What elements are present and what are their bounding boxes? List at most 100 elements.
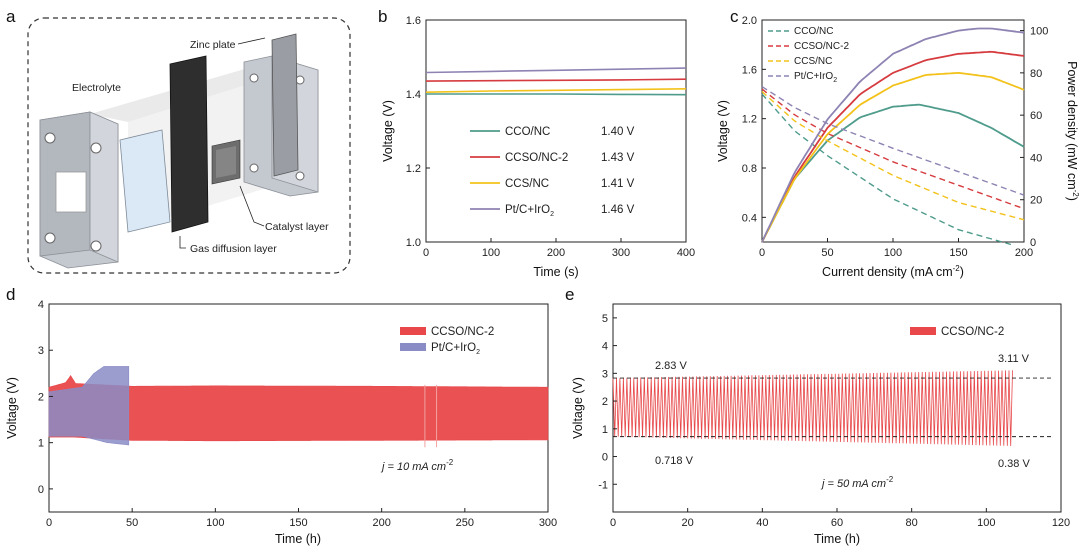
label-start-low: 0.718 V (655, 455, 694, 467)
panel-b-frame (425, 19, 687, 243)
y-tick-label: 1 (38, 438, 44, 450)
x-tick-label: 0 (610, 517, 616, 529)
x-tick-label: 0 (759, 247, 765, 259)
x-tick-label: 100 (206, 517, 224, 529)
line-ccs (425, 88, 687, 93)
x-tick-label: 300 (539, 517, 557, 529)
legend-value-ptc: 1.46 V (601, 204, 635, 216)
x-tick-label: 50 (821, 247, 833, 259)
panel-b-xlabel: Time (s) (533, 265, 578, 279)
panel-e-legend: CCSO/NC-2 (910, 326, 1004, 338)
panel-letter-d: d (6, 285, 15, 304)
x-tick-label: 0 (423, 247, 429, 259)
panel-b-axes: 0 100 200 300 400 1.0 1.2 1.4 1.6 (406, 15, 695, 259)
legend-label-ccso: CCSO/NC-2 (794, 41, 849, 52)
y-tick-label: 0.4 (742, 212, 757, 224)
power-curve-ccso (761, 50, 1025, 243)
line-cco (426, 93, 687, 96)
schematic-frame (27, 17, 351, 274)
x-tick-label: 60 (831, 517, 843, 529)
legend-label-ccso: CCSO/NC-2 (431, 326, 494, 338)
y-tick-label: 2.0 (742, 15, 757, 27)
y-tick-label: 5 (602, 313, 608, 325)
voltage-curve-ptc (761, 86, 1025, 196)
legend-label-ccs: CCS/NC (505, 178, 549, 190)
legend-label-ptc: Pt/C+IrO2 (505, 204, 554, 218)
panel-e: e 0 20 40 60 80 100 120 -1 0 1 2 3 4 5 Time (h) Volta… (565, 285, 1070, 546)
line-ccso (425, 78, 687, 82)
panel-d-axes: 0 50 100 150 200 250 300 0 1 2 3 4 (38, 299, 557, 529)
x-tick-label: 250 (456, 517, 474, 529)
label-electrolyte: Electrolyte (72, 82, 121, 94)
catalyst-texture (216, 146, 236, 178)
legend-value-ccso: 1.43 V (601, 152, 635, 164)
y-tick-label: 1.2 (406, 163, 421, 175)
y-tick-label: 1 (602, 424, 608, 436)
y-tick-label: 3 (38, 345, 44, 357)
panel-c-ylabel: Voltage (V) (716, 100, 730, 162)
x-tick-label: 100 (884, 247, 902, 259)
panel-c: c 0 50 100 150 200 0.4 0.8 1.2 1.6 2.0 0 20 40 60 80 10… (716, 7, 1080, 279)
y-tick-label: 0 (602, 452, 608, 464)
panel-letter-c: c (730, 7, 739, 26)
power-curve-ccs (761, 71, 1025, 243)
pointer-catalyst (239, 185, 265, 227)
panel-b: b 0 100 200 300 400 1.0 1.2 1.4 1.6 Time (s) Vol… (378, 7, 695, 279)
panel-d: d 0 50 100 150 200 250 300 0 1 2 3 4 Time (h) Volta… (5, 285, 557, 546)
voltage-curve-ccso (761, 88, 1025, 210)
legend-swatch-ccso (400, 327, 426, 335)
y-tick-label: 1.6 (406, 15, 421, 27)
panel-e-axes: 0 20 40 60 80 100 120 -1 0 1 2 3 4 5 (598, 313, 1070, 529)
power-curve-cco (761, 103, 1025, 243)
x-tick-label: 80 (906, 517, 918, 529)
legend-value-cco: 1.40 V (601, 126, 635, 138)
label-catalyst-layer: Catalyst layer (265, 221, 329, 233)
x-tick-label: 200 (1015, 247, 1033, 259)
gas-diffusion-sheet (119, 129, 171, 233)
legend-value-ccs: 1.41 V (601, 178, 635, 190)
power-curve-ptc (761, 27, 1025, 243)
pointer-zinc-plate (237, 37, 266, 45)
panel-d-annotation: j = 10 mA cm-2 (380, 458, 454, 473)
panel-e-series (612, 370, 1054, 447)
label-start-high: 2.83 V (655, 360, 687, 372)
legend-label-cco: CCO/NC (794, 26, 833, 37)
panel-c-axes: 0 50 100 150 200 0.4 0.8 1.2 1.6 2.0 0 20 40 60 80 100 (742, 15, 1049, 259)
y2-tick-label: 100 (1030, 26, 1048, 38)
x-tick-label: 400 (677, 247, 695, 259)
panel-c-series (761, 27, 1025, 246)
y2-tick-label: 20 (1030, 195, 1042, 207)
panel-a: a (6, 7, 351, 274)
y-tick-label: 2 (38, 391, 44, 403)
label-zinc-plate: Zinc plate (190, 39, 236, 51)
x-tick-label: 0 (46, 517, 52, 529)
y2-tick-label: 0 (1030, 237, 1036, 249)
panel-letter-a: a (6, 7, 16, 26)
dark-plate (169, 55, 209, 233)
band-ptc_band (48, 366, 130, 446)
x-tick-label: 300 (612, 247, 630, 259)
panel-c-legend: CCO/NC CCSO/NC-2 CCS/NC Pt/C+IrO2 (768, 26, 849, 84)
label-end-low: 0.38 V (998, 458, 1030, 470)
panel-c-y2label: Power density (mW cm-2) (1065, 61, 1080, 201)
legend-label-ccso: CCSO/NC-2 (941, 326, 1004, 338)
y2-tick-label: 40 (1030, 152, 1042, 164)
legend-label-cco: CCO/NC (505, 126, 550, 138)
x-tick-label: 20 (682, 517, 694, 529)
x-tick-label: 200 (547, 247, 565, 259)
panel-c-xlabel: Current density (mA cm-2) (822, 264, 964, 279)
panel-e-annotation: j = 50 mA cm-2 (820, 475, 894, 490)
y-tick-label: 1.2 (742, 114, 757, 126)
y-tick-label: -1 (598, 479, 608, 491)
panel-d-series (48, 366, 549, 448)
y-tick-label: 4 (602, 341, 608, 353)
panel-e-xlabel: Time (h) (814, 532, 860, 546)
y-tick-label: 3 (602, 368, 608, 380)
panel-letter-b: b (378, 7, 387, 26)
y-tick-label: 1.4 (406, 89, 421, 101)
line-ptc (425, 67, 687, 74)
panel-b-series (425, 67, 687, 96)
x-tick-label: 150 (289, 517, 307, 529)
y-tick-label: 0 (38, 484, 44, 496)
